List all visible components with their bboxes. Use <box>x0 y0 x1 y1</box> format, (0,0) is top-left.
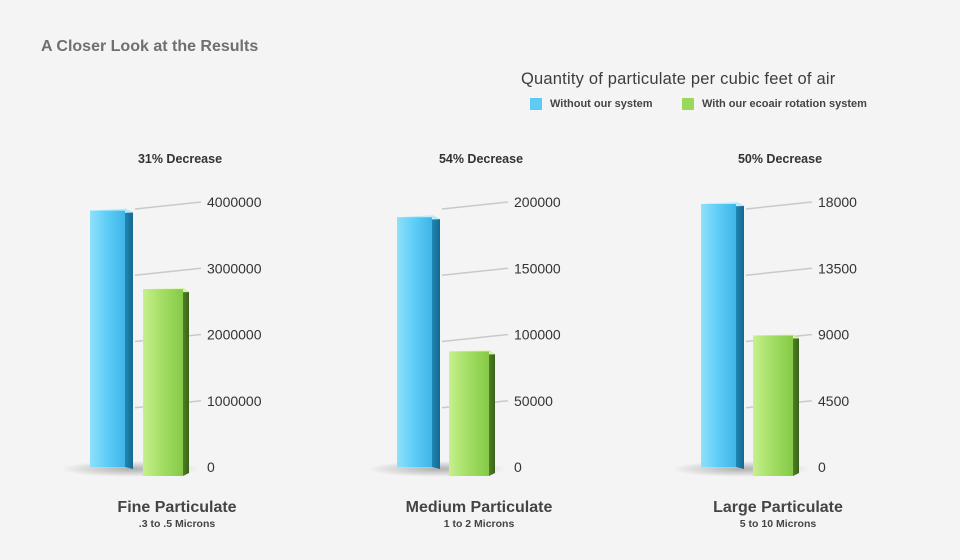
legend-label-with: With our ecoair rotation system <box>702 98 867 110</box>
y-tick-label: 13500 <box>818 260 857 276</box>
gridline <box>441 333 509 343</box>
gridline <box>441 201 509 210</box>
bar-with <box>449 351 489 476</box>
y-tick-label: 100000 <box>514 327 561 343</box>
bar-with <box>753 335 793 476</box>
bar-without-side <box>736 202 744 469</box>
y-tick-label: 0 <box>207 459 215 475</box>
decrease-annotation: 54% Decrease <box>439 152 523 166</box>
y-tick-label: 0 <box>514 459 522 475</box>
bar-without-side <box>432 215 440 469</box>
y-tick-label: 200000 <box>514 194 561 210</box>
page-title: A Closer Look at the Results <box>41 38 259 55</box>
legend-swatch-without <box>530 98 542 110</box>
gridline <box>134 267 202 276</box>
y-tick-label: 3000000 <box>207 260 262 276</box>
chart-panel-1: 31% Decrease 0 1000000 2000000 3000000 400000… <box>60 152 262 530</box>
y-tick-label: 150000 <box>514 260 561 276</box>
category-label: Fine Particulate <box>117 499 236 516</box>
y-tick-label: 1000000 <box>207 393 262 409</box>
bar-with-side <box>489 350 495 476</box>
gridline <box>745 267 813 276</box>
y-tick-label: 18000 <box>818 194 857 210</box>
chart-title: Quantity of particulate per cubic feet o… <box>521 70 836 88</box>
y-tick-label: 4000000 <box>207 194 262 210</box>
y-tick-label: 4500 <box>818 393 849 409</box>
gridline <box>441 267 509 276</box>
y-tick-label: 50000 <box>514 393 553 409</box>
legend-item-with: With our ecoair rotation system <box>682 98 867 110</box>
bar-without-side <box>125 208 133 469</box>
gridline <box>134 201 202 210</box>
bar-without <box>90 210 125 467</box>
y-tick-label: 2000000 <box>207 327 262 343</box>
y-tick-label: 9000 <box>818 327 849 343</box>
legend-item-without: Without our system <box>530 98 653 110</box>
y-tick-label: 0 <box>818 459 826 475</box>
bar-with-side <box>793 334 799 476</box>
decrease-annotation: 31% Decrease <box>138 152 222 166</box>
bar-without <box>701 204 736 467</box>
legend-swatch-with <box>682 98 694 110</box>
decrease-annotation: 50% Decrease <box>738 152 822 166</box>
chart-panel-2: 54% Decrease 0 50000 100000 150000 200000 Medi… <box>367 152 561 530</box>
bar-with-side <box>183 288 189 476</box>
category-sublabel: .3 to .5 Microns <box>139 518 216 530</box>
chart-panel-3: 50% Decrease 0 4500 9000 13500 18000 Large Par… <box>671 152 857 530</box>
legend-label-without: Without our system <box>550 98 653 110</box>
category-sublabel: 5 to 10 Microns <box>740 518 817 530</box>
bar-with <box>143 289 183 476</box>
bar-without <box>397 217 432 467</box>
category-label: Large Particulate <box>713 499 843 516</box>
category-label: Medium Particulate <box>406 499 553 516</box>
category-sublabel: 1 to 2 Microns <box>444 518 515 530</box>
gridline <box>745 201 813 210</box>
